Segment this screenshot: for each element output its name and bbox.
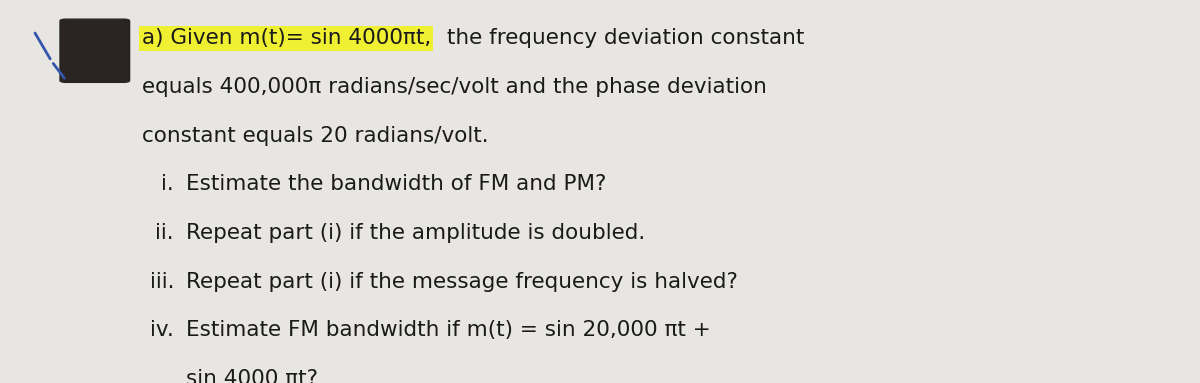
FancyBboxPatch shape [60,19,130,82]
Text: ii.: ii. [155,223,174,243]
Text: Estimate the bandwidth of FM and PM?: Estimate the bandwidth of FM and PM? [186,174,606,194]
Text: i.: i. [161,174,174,194]
Text: Repeat part (i) if the message frequency is halved?: Repeat part (i) if the message frequency… [186,272,738,291]
Text: sin 4000 πt?: sin 4000 πt? [186,369,318,383]
Text: the frequency deviation constant: the frequency deviation constant [439,28,804,48]
Text: Repeat part (i) if the amplitude is doubled.: Repeat part (i) if the amplitude is doub… [186,223,646,243]
Text: constant equals 20 radians/volt.: constant equals 20 radians/volt. [142,126,488,146]
Text: Estimate FM bandwidth if m(t) = sin 20,000 πt +: Estimate FM bandwidth if m(t) = sin 20,0… [186,320,710,340]
Text: a) Given m(t)= sin 4000πt,: a) Given m(t)= sin 4000πt, [142,28,431,48]
Text: equals 400,000π radians/sec/volt and the phase deviation: equals 400,000π radians/sec/volt and the… [142,77,767,97]
Text: iii.: iii. [150,272,174,291]
Text: iv.: iv. [150,320,174,340]
